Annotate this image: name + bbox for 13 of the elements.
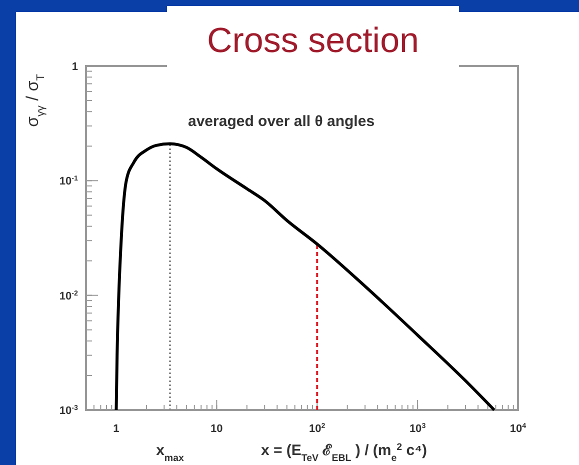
y-tick-label: 10$^{-3}$ xyxy=(59,404,78,417)
x-tick-label: 10$^{4}$ xyxy=(510,422,526,435)
annotation: averaged over all θ angles xyxy=(188,113,375,130)
chart-title: Cross section xyxy=(206,21,420,60)
y-tick-label: 10$^{-1}$ xyxy=(59,174,78,188)
ref-line-label: x$_{max}$ xyxy=(156,442,185,464)
y-tick-label: 1 xyxy=(72,61,78,73)
x-tick-label: 10$^{3}$ xyxy=(409,422,426,435)
x-tick-label: 1 xyxy=(113,423,120,435)
y-tick-label: 10$^{-2}$ xyxy=(59,289,78,302)
x-tick-label: 10$^{2}$ xyxy=(309,422,326,435)
x-tick-label: 10 xyxy=(210,423,223,435)
x-axis-title: x = (E$_{TeV}$ ℰ$_{EBL}$ ) / (m$_{e}$$^{2}$ c⁴) xyxy=(260,442,428,464)
